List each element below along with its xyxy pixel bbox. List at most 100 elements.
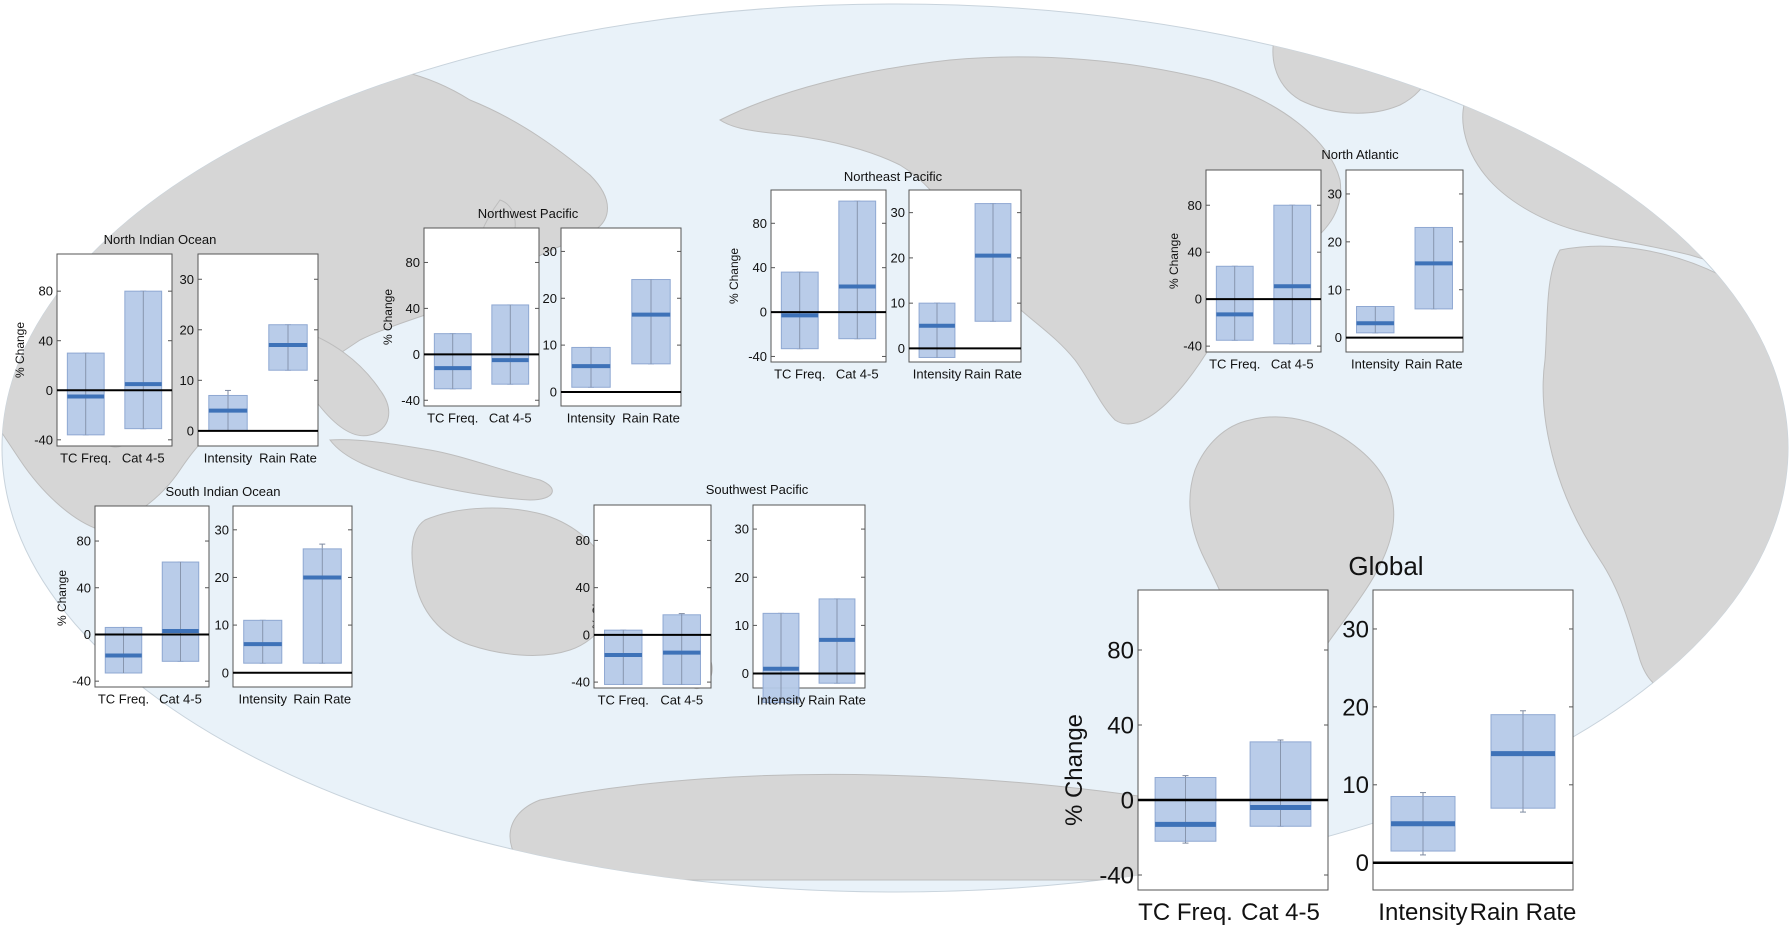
southwest-pacific-left-ytick-label: 0 xyxy=(583,627,590,642)
north-indian-ocean-left-ytick-label: 80 xyxy=(39,284,53,299)
northwest-pacific-left-xtick-label: TC Freq. xyxy=(427,410,478,425)
global-left-axes-frame xyxy=(1137,589,1329,891)
north-indian-ocean-left-ytick-label: -40 xyxy=(34,432,53,447)
north-atlantic-left-ytick-label: 0 xyxy=(1195,292,1202,307)
north-atlantic-left-ytick-label: -40 xyxy=(1183,339,1202,354)
north-atlantic-ylabel: % Change xyxy=(1167,233,1181,289)
south-indian-ocean-left-ytick-label: 40 xyxy=(77,580,91,595)
southwest-pacific-right-xtick-label: Rain Rate xyxy=(808,692,866,707)
northeast-pacific-left-ytick-label: 40 xyxy=(753,260,767,275)
north-atlantic-left-ytick-label: 40 xyxy=(1188,245,1202,260)
south-indian-ocean-right-xtick-label: Intensity xyxy=(239,691,288,706)
global-right-xtick-label: Rain Rate xyxy=(1470,899,1577,926)
southwest-pacific-right-ytick-label: 10 xyxy=(735,618,749,633)
global-left-xtick-label: Cat 4-5 xyxy=(1241,899,1320,926)
north-indian-ocean-right-ytick-label: 20 xyxy=(180,322,194,337)
northwest-pacific-left-xtick-label: Cat 4-5 xyxy=(489,410,532,425)
north-indian-ocean-left-xtick-label: TC Freq. xyxy=(60,450,111,465)
northeast-pacific-left-ytick-label: 80 xyxy=(753,216,767,231)
global-ylabel: % Change xyxy=(1061,714,1088,826)
north-indian-ocean-right-xtick-label: Rain Rate xyxy=(259,450,317,465)
northeast-pacific-chart: Northeast Pacific % Change -40 0 40 80 TC Freq… xyxy=(727,169,1022,381)
north-atlantic-right-ytick-label: 0 xyxy=(1335,330,1342,345)
north-atlantic-right-ytick-label: 10 xyxy=(1328,282,1342,297)
northwest-pacific-right-xtick-label: Intensity xyxy=(567,410,616,425)
northeast-pacific-right-ytick-label: 10 xyxy=(891,296,905,311)
northeast-pacific-left-xtick-label: TC Freq. xyxy=(774,366,825,381)
south-indian-ocean-chart: South Indian Ocean % Change -40 0 40 80 TC Fre… xyxy=(55,484,353,706)
global-left-ytick-label: -40 xyxy=(1099,862,1134,889)
global-left-ytick-label: 0 xyxy=(1121,787,1134,814)
north-indian-ocean-right-ytick-label: 0 xyxy=(187,423,194,438)
north-indian-ocean-ylabel: % Change xyxy=(13,322,27,378)
northwest-pacific-right-xtick-label: Rain Rate xyxy=(622,410,680,425)
northwest-pacific-left-ytick-label: -40 xyxy=(401,393,420,408)
southwest-pacific-left-ytick-label: -40 xyxy=(571,675,590,690)
global-right-ytick-label: 10 xyxy=(1342,772,1369,799)
northwest-pacific-chart: Northwest Pacific % Change -40 0 40 80 TC Freq… xyxy=(381,206,682,425)
northeast-pacific-right-ytick-label: 0 xyxy=(898,341,905,356)
southwest-pacific-left-xtick-label: TC Freq. xyxy=(598,692,649,707)
south-indian-ocean-right-ytick-label: 10 xyxy=(215,618,229,633)
north-indian-ocean-title: North Indian Ocean xyxy=(104,232,217,247)
south-indian-ocean-left-xtick-label: TC Freq. xyxy=(98,691,149,706)
northeast-pacific-left-ytick-label: 0 xyxy=(760,305,767,320)
global-left-ytick-label: 80 xyxy=(1107,637,1134,664)
south-indian-ocean-title: South Indian Ocean xyxy=(166,484,281,499)
northeast-pacific-title: Northeast Pacific xyxy=(844,169,943,184)
northwest-pacific-left-ytick-label: 80 xyxy=(406,255,420,270)
global-right-ytick-label: 20 xyxy=(1342,694,1369,721)
north-atlantic-right-xtick-label: Intensity xyxy=(1351,356,1400,371)
land-north-america xyxy=(719,56,1342,425)
southwest-pacific-left-ytick-label: 80 xyxy=(576,533,590,548)
global-right-ytick-label: 30 xyxy=(1342,616,1369,643)
global-right-xtick-label: Intensity xyxy=(1378,899,1467,926)
north-atlantic-right-ytick-label: 30 xyxy=(1328,186,1342,201)
north-indian-ocean-right-ytick-label: 30 xyxy=(180,272,194,287)
northwest-pacific-right-ytick-label: 10 xyxy=(543,338,557,353)
south-indian-ocean-right-ytick-label: 0 xyxy=(222,665,229,680)
northwest-pacific-ylabel: % Change xyxy=(381,289,395,345)
southwest-pacific-left-ytick-label: 40 xyxy=(576,580,590,595)
northeast-pacific-right-xtick-label: Intensity xyxy=(913,366,962,381)
northwest-pacific-left-ytick-label: 40 xyxy=(406,301,420,316)
north-atlantic-chart: North Atlantic % Change -40 0 40 80 TC Freq. Ca… xyxy=(1167,147,1464,371)
global-left-ytick-label: 40 xyxy=(1107,712,1134,739)
land-indonesia xyxy=(329,439,553,501)
south-indian-ocean-right-ytick-label: 20 xyxy=(215,570,229,585)
southwest-pacific-left-xtick-label: Cat 4-5 xyxy=(660,692,703,707)
north-indian-ocean-right-xtick-label: Intensity xyxy=(204,450,253,465)
northwest-pacific-right-ytick-label: 30 xyxy=(543,244,557,259)
north-atlantic-title: North Atlantic xyxy=(1321,147,1399,162)
north-indian-ocean-left-ytick-label: 0 xyxy=(46,383,53,398)
south-indian-ocean-left-xtick-label: Cat 4-5 xyxy=(159,691,202,706)
southwest-pacific-right-ytick-label: 30 xyxy=(735,522,749,537)
northwest-pacific-title: Northwest Pacific xyxy=(478,206,579,221)
northeast-pacific-right-xtick-label: Rain Rate xyxy=(964,366,1022,381)
global-right-ytick-label: 0 xyxy=(1356,850,1369,877)
north-indian-ocean-chart: North Indian Ocean % Change -40 0 40 80 TC Fre… xyxy=(13,232,319,465)
south-indian-ocean-ylabel: % Change xyxy=(55,570,69,626)
northeast-pacific-right-ytick-label: 20 xyxy=(891,250,905,265)
south-indian-ocean-left-ytick-label: 80 xyxy=(77,534,91,549)
northeast-pacific-left-ytick-label: -40 xyxy=(748,349,767,364)
land-australia xyxy=(411,507,614,656)
north-indian-ocean-left-ytick-label: 40 xyxy=(39,333,53,348)
north-indian-ocean-right-ytick-label: 10 xyxy=(180,373,194,388)
northwest-pacific-right-ytick-label: 0 xyxy=(550,384,557,399)
global-title: Global xyxy=(1348,551,1423,581)
southwest-pacific-right-ytick-label: 20 xyxy=(735,570,749,585)
northeast-pacific-right-ytick-label: 30 xyxy=(891,205,905,220)
south-indian-ocean-left-ytick-label: 0 xyxy=(84,627,91,642)
south-indian-ocean-right-xtick-label: Rain Rate xyxy=(293,691,351,706)
north-atlantic-right-xtick-label: Rain Rate xyxy=(1405,356,1463,371)
northwest-pacific-left-ytick-label: 0 xyxy=(413,347,420,362)
north-atlantic-left-ytick-label: 80 xyxy=(1188,198,1202,213)
southwest-pacific-right-xtick-label: Intensity xyxy=(757,692,806,707)
north-atlantic-left-xtick-label: TC Freq. xyxy=(1209,356,1260,371)
northeast-pacific-ylabel: % Change xyxy=(727,248,741,304)
southwest-pacific-title: Southwest Pacific xyxy=(706,482,809,497)
